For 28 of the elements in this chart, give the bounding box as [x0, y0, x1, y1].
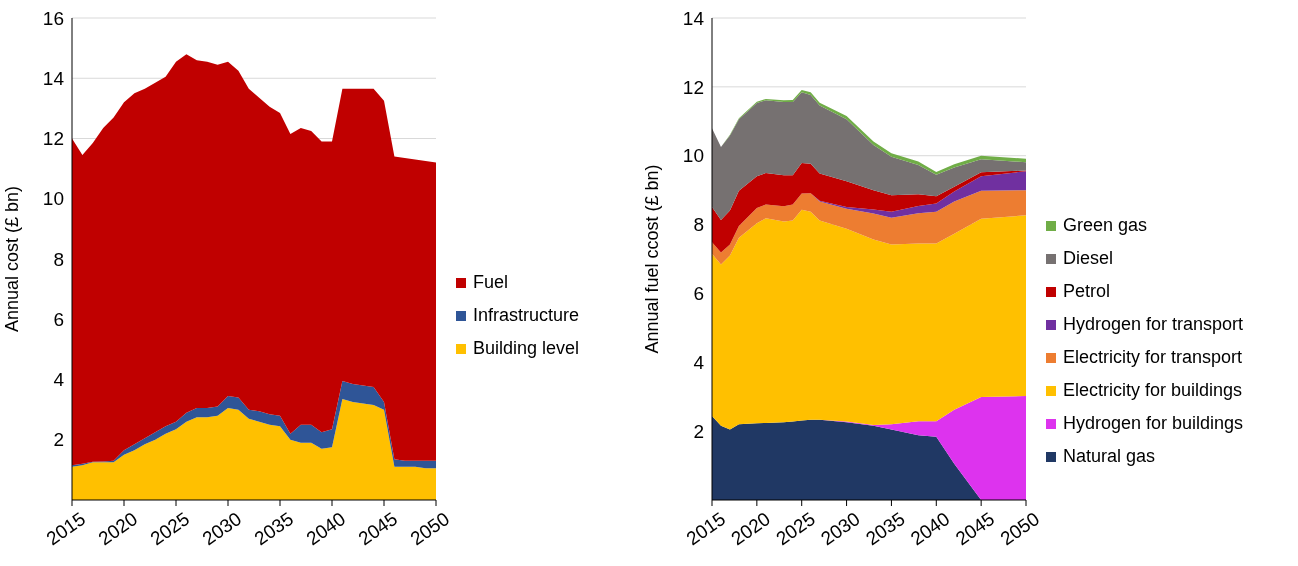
y-tick-label: 6	[693, 283, 704, 305]
y-tick-label: 4	[53, 369, 65, 391]
legend-label: Hydrogen for transport	[1063, 314, 1244, 335]
legend-label: Building level	[473, 338, 580, 359]
y-axis-title: Annual cost (£ bn)	[2, 185, 23, 333]
y-tick-label: 6	[53, 308, 64, 330]
y-tick-label: 16	[42, 7, 64, 29]
y-tick-label: 8	[53, 248, 64, 270]
legend-label: Hydrogen for buildings	[1063, 413, 1244, 434]
y-tick-label: 2	[53, 429, 64, 451]
y-tick-label: 8	[693, 214, 704, 236]
y-axis-title: Annual fuel ccost (£ bn)	[642, 164, 663, 354]
legend-label: Natural gas	[1063, 446, 1156, 467]
y-tick-label: 14	[42, 68, 65, 89]
y-tick-label: 10	[42, 188, 64, 210]
y-tick-label: 12	[682, 76, 704, 98]
legend-label: Green gas	[1063, 215, 1148, 236]
y-tick-label: 14	[682, 7, 705, 29]
y-tick-label: 10	[682, 145, 704, 167]
legend-label: Petrol	[1063, 281, 1111, 302]
y-tick-label: 4	[693, 352, 705, 374]
y-tick-label: 12	[42, 128, 64, 150]
y-tick-label: 2	[693, 420, 704, 442]
legend-label: Electricity for buildings	[1063, 380, 1243, 401]
legend-label: Electricity for transport	[1063, 347, 1243, 368]
legend-label: Infrastructure	[473, 305, 580, 326]
legend-label: Fuel	[473, 272, 509, 293]
legend-label: Diesel	[1063, 248, 1114, 269]
